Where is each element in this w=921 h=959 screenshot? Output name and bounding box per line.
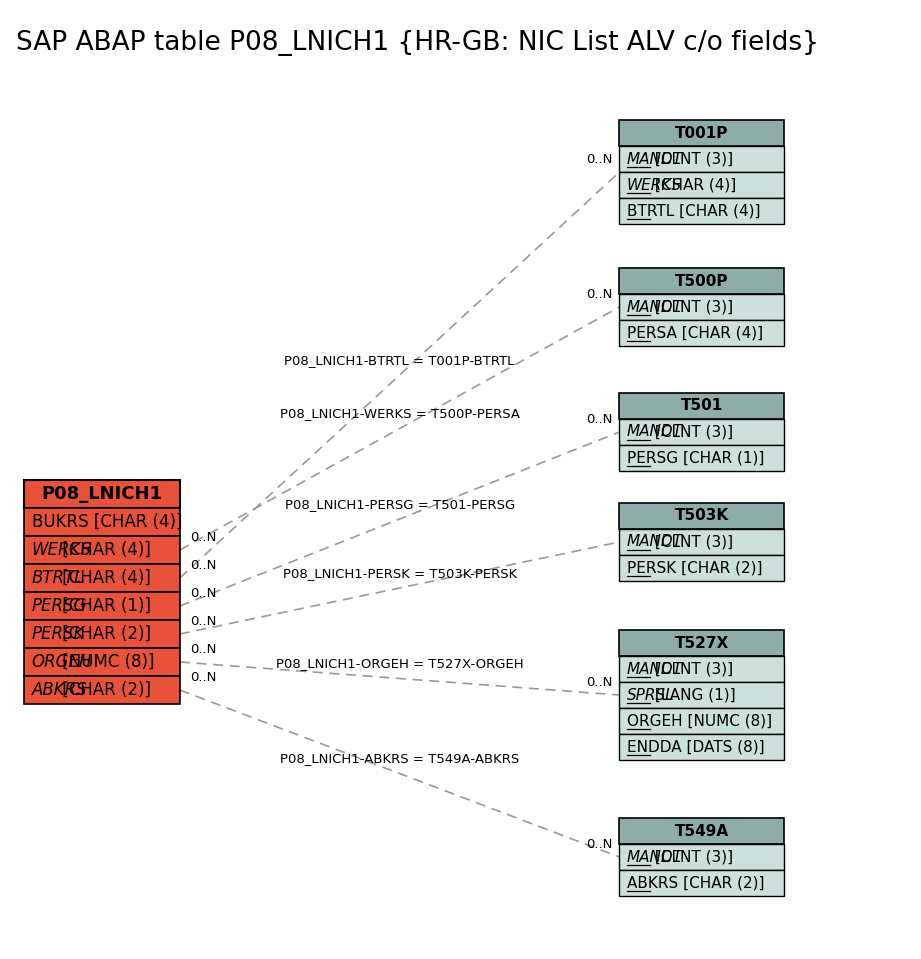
Bar xyxy=(620,529,784,555)
Bar xyxy=(620,555,784,581)
Text: 0..N: 0..N xyxy=(586,676,612,689)
Bar xyxy=(620,844,784,870)
Bar xyxy=(620,656,784,682)
Text: ENDDA [DATS (8)]: ENDDA [DATS (8)] xyxy=(626,739,764,755)
Bar xyxy=(620,708,784,734)
Text: BTRTL: BTRTL xyxy=(31,569,84,587)
Text: [CHAR (4)]: [CHAR (4)] xyxy=(57,569,151,587)
Text: 0..N: 0..N xyxy=(191,671,216,684)
Text: [CLNT (3)]: [CLNT (3)] xyxy=(649,850,732,864)
Bar xyxy=(25,508,180,536)
Text: [CLNT (3)]: [CLNT (3)] xyxy=(649,152,732,167)
Bar xyxy=(620,630,784,656)
Bar xyxy=(620,198,784,224)
Text: 0..N: 0..N xyxy=(191,559,216,572)
Text: WERKS: WERKS xyxy=(31,541,91,559)
Bar xyxy=(620,818,784,844)
Text: [CHAR (4)]: [CHAR (4)] xyxy=(57,541,151,559)
Bar xyxy=(620,120,784,146)
Text: [CLNT (3)]: [CLNT (3)] xyxy=(649,662,732,676)
Text: MANDT: MANDT xyxy=(626,662,682,676)
Text: ABKRS [CHAR (2)]: ABKRS [CHAR (2)] xyxy=(626,876,764,891)
Text: 0..N: 0..N xyxy=(586,288,612,301)
Text: P08_LNICH1-PERSG = T501-PERSG: P08_LNICH1-PERSG = T501-PERSG xyxy=(285,498,515,511)
Text: PERSK: PERSK xyxy=(31,625,85,643)
Bar xyxy=(620,682,784,708)
Bar xyxy=(25,620,180,648)
Text: MANDT: MANDT xyxy=(626,850,682,864)
Text: T549A: T549A xyxy=(674,824,729,838)
Text: P08_LNICH1-ORGEH = T527X-ORGEH: P08_LNICH1-ORGEH = T527X-ORGEH xyxy=(275,658,523,670)
Text: T501: T501 xyxy=(681,399,723,413)
Text: PERSG [CHAR (1)]: PERSG [CHAR (1)] xyxy=(626,451,764,465)
Bar xyxy=(620,294,784,320)
Text: ABKRS: ABKRS xyxy=(31,681,87,699)
Bar xyxy=(25,480,180,508)
Text: [LANG (1)]: [LANG (1)] xyxy=(649,688,735,703)
Text: [CLNT (3)]: [CLNT (3)] xyxy=(649,425,732,439)
Text: SPRSL: SPRSL xyxy=(626,688,674,703)
Text: MANDT: MANDT xyxy=(626,534,682,550)
Bar xyxy=(620,146,784,172)
Bar xyxy=(620,445,784,471)
Text: MANDT: MANDT xyxy=(626,299,682,315)
Bar xyxy=(620,503,784,529)
Text: SAP ABAP table P08_LNICH1 {HR-GB: NIC List ALV c/o fields}: SAP ABAP table P08_LNICH1 {HR-GB: NIC Li… xyxy=(16,30,819,56)
Text: T001P: T001P xyxy=(675,126,729,141)
Text: 0..N: 0..N xyxy=(586,838,612,851)
Text: ORGEH: ORGEH xyxy=(31,653,92,671)
Text: ORGEH [NUMC (8)]: ORGEH [NUMC (8)] xyxy=(626,713,772,729)
Text: P08_LNICH1-PERSK = T503K-PERSK: P08_LNICH1-PERSK = T503K-PERSK xyxy=(283,567,517,580)
Text: T527X: T527X xyxy=(674,636,729,650)
Bar xyxy=(620,870,784,896)
Text: [CLNT (3)]: [CLNT (3)] xyxy=(649,534,732,550)
Bar xyxy=(25,676,180,704)
Text: [CHAR (4)]: [CHAR (4)] xyxy=(649,177,736,193)
Text: 0..N: 0..N xyxy=(191,615,216,628)
Text: PERSG: PERSG xyxy=(31,597,87,615)
Text: 0..N: 0..N xyxy=(586,153,612,166)
Text: P08_LNICH1-WERKS = T500P-PERSA: P08_LNICH1-WERKS = T500P-PERSA xyxy=(280,408,519,420)
Text: 0..N: 0..N xyxy=(191,643,216,656)
Text: MANDT: MANDT xyxy=(626,425,682,439)
Text: P08_LNICH1-BTRTL = T001P-BTRTL: P08_LNICH1-BTRTL = T001P-BTRTL xyxy=(285,354,515,367)
Text: [CHAR (1)]: [CHAR (1)] xyxy=(57,597,151,615)
Text: WERKS: WERKS xyxy=(626,177,682,193)
Text: [CHAR (2)]: [CHAR (2)] xyxy=(57,681,151,699)
Text: T503K: T503K xyxy=(674,508,729,524)
Bar xyxy=(25,592,180,620)
Bar xyxy=(620,268,784,294)
Bar xyxy=(620,393,784,419)
Bar xyxy=(620,320,784,346)
Bar xyxy=(620,172,784,198)
Text: BUKRS [CHAR (4)]: BUKRS [CHAR (4)] xyxy=(31,513,182,531)
Text: P08_LNICH1-ABKRS = T549A-ABKRS: P08_LNICH1-ABKRS = T549A-ABKRS xyxy=(280,753,519,765)
Bar xyxy=(25,536,180,564)
Text: PERSK [CHAR (2)]: PERSK [CHAR (2)] xyxy=(626,560,762,575)
Text: PERSA [CHAR (4)]: PERSA [CHAR (4)] xyxy=(626,325,763,340)
Text: BTRTL [CHAR (4)]: BTRTL [CHAR (4)] xyxy=(626,203,760,219)
Text: P08_LNICH1: P08_LNICH1 xyxy=(41,485,163,503)
Text: [CLNT (3)]: [CLNT (3)] xyxy=(649,299,732,315)
Text: 0..N: 0..N xyxy=(586,413,612,426)
Text: [CHAR (2)]: [CHAR (2)] xyxy=(57,625,151,643)
Text: [NUMC (8)]: [NUMC (8)] xyxy=(57,653,155,671)
Text: MANDT: MANDT xyxy=(626,152,682,167)
Text: 0..N: 0..N xyxy=(191,587,216,600)
Bar xyxy=(25,648,180,676)
Text: T500P: T500P xyxy=(675,273,729,289)
Text: 0..N: 0..N xyxy=(191,531,216,544)
Bar xyxy=(620,419,784,445)
Bar xyxy=(25,564,180,592)
Bar xyxy=(620,734,784,760)
